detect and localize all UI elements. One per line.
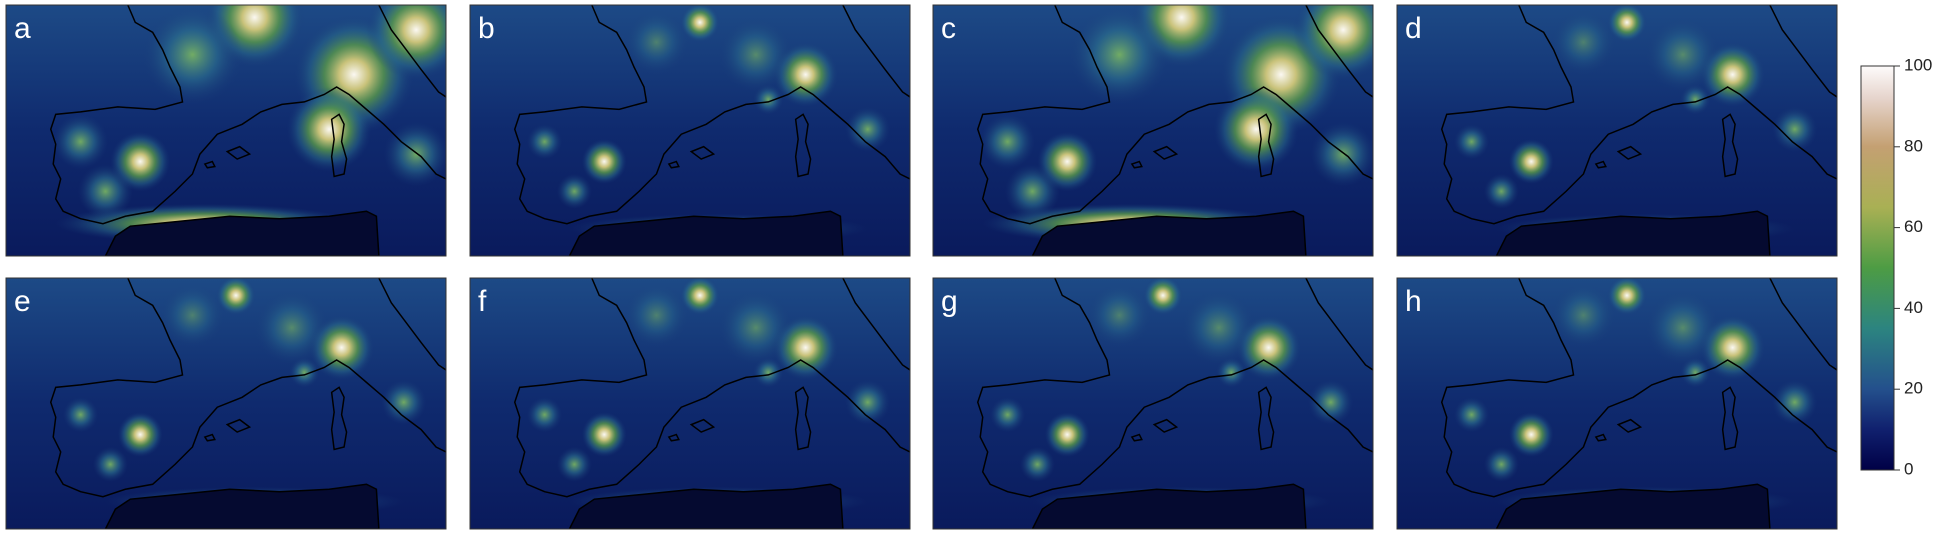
panel-label: c [941,12,956,45]
panel-frame [5,4,447,257]
map-panel [1397,276,1837,529]
map-panel [470,276,910,529]
colorbar [1860,65,1895,471]
panel-label: a [14,12,31,45]
panel-frame [469,4,911,257]
map-panel [6,0,466,256]
panel-label: h [1405,285,1422,318]
panel-label: e [14,285,31,318]
map-panel [6,276,446,529]
panel-label: b [478,12,495,45]
panel-frame [469,277,911,530]
panel-frame [5,277,447,530]
tick-label: 0 [1904,459,1913,478]
map-panel [1397,3,1837,256]
panel-label: f [478,285,487,318]
panel-frame [932,277,1374,530]
tick-label: 80 [1904,136,1923,155]
panel-frame [1396,277,1838,530]
panel-frame [932,4,1374,257]
map-panel [933,276,1373,529]
map-panel [470,3,910,256]
panel-frame [1396,4,1838,257]
tick-label: 100 [1904,55,1932,74]
panel-label: d [1405,12,1422,45]
tick-label: 20 [1904,379,1923,398]
tick-label: 60 [1904,217,1923,236]
tick-label: 40 [1904,298,1923,317]
panel-label: g [941,285,958,318]
map-panel [933,0,1393,256]
